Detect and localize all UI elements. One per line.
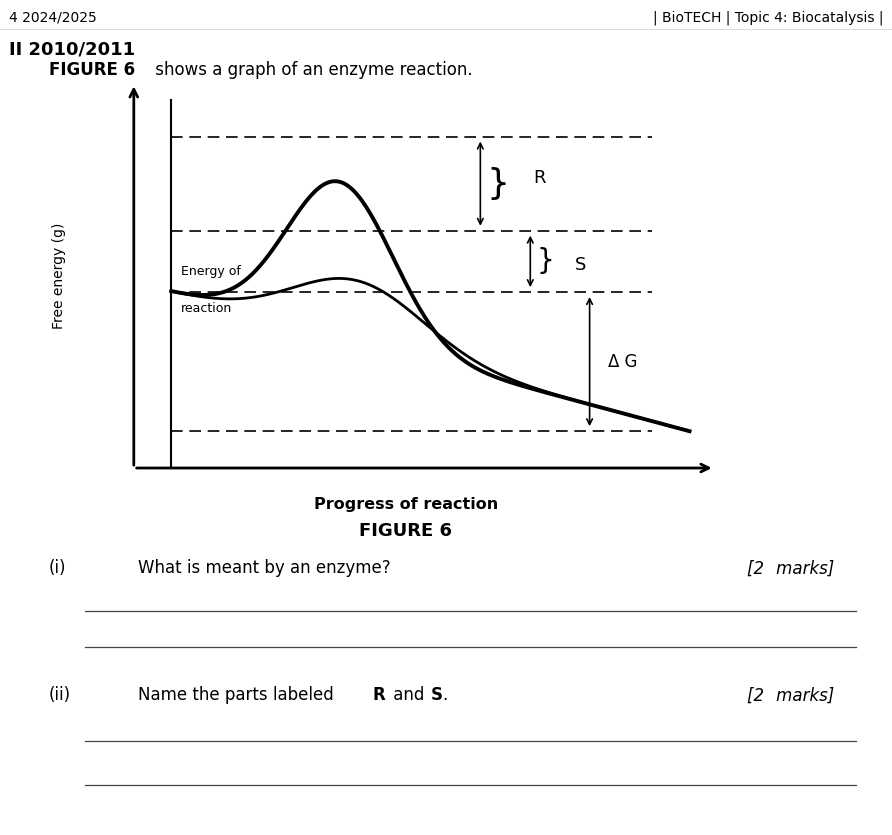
Text: 4 2024/2025: 4 2024/2025 <box>9 10 96 24</box>
Text: (i): (i) <box>49 559 67 578</box>
Text: (ii): (ii) <box>49 686 71 705</box>
Text: FIGURE 6: FIGURE 6 <box>49 61 136 79</box>
Text: S: S <box>431 686 442 705</box>
Text: ∧: ∧ <box>848 192 863 210</box>
Text: Name the parts labeled: Name the parts labeled <box>138 686 339 705</box>
Text: shows a graph of an enzyme reaction.: shows a graph of an enzyme reaction. <box>150 61 473 79</box>
Text: Energy of: Energy of <box>180 265 241 278</box>
Text: What is meant by an enzyme?: What is meant by an enzyme? <box>138 559 391 578</box>
Text: reaction: reaction <box>180 301 232 315</box>
Text: }: } <box>486 167 509 200</box>
Text: R: R <box>533 169 546 186</box>
Text: and: and <box>388 686 430 705</box>
Text: R: R <box>373 686 385 705</box>
Text: II 2010/2011: II 2010/2011 <box>9 40 135 58</box>
Text: }: } <box>536 247 554 276</box>
Text: [2   marks]: [2 marks] <box>747 559 834 578</box>
Text: FIGURE 6: FIGURE 6 <box>359 522 452 540</box>
Text: Progress of reaction: Progress of reaction <box>314 497 498 512</box>
Text: Free energy (g): Free energy (g) <box>52 223 66 329</box>
Text: [2   marks]: [2 marks] <box>747 686 834 705</box>
Text: ∨: ∨ <box>848 232 863 250</box>
Text: | BioTECH | Topic 4: Biocatalysis |: | BioTECH | Topic 4: Biocatalysis | <box>653 10 883 24</box>
Text: S: S <box>575 256 587 275</box>
Text: Δ G: Δ G <box>608 352 638 371</box>
Text: .: . <box>442 686 448 705</box>
